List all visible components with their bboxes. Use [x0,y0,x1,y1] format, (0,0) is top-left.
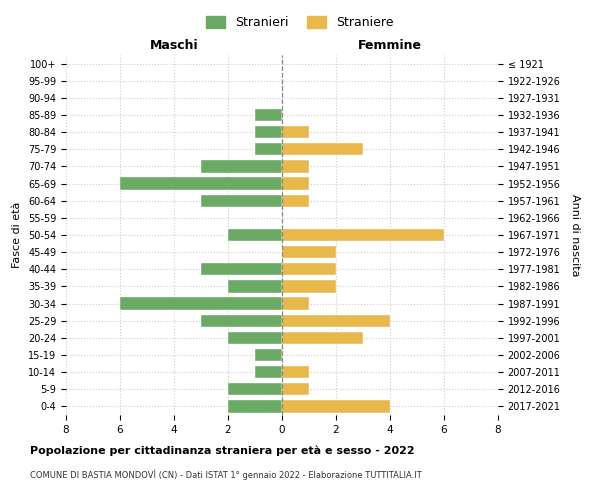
Bar [282,332,363,344]
Bar [255,143,282,156]
Bar [228,229,282,241]
Bar [282,178,309,190]
Bar [282,126,309,138]
Bar [282,160,309,172]
Bar [282,246,336,258]
Bar [201,263,282,276]
Bar [255,126,282,138]
Text: COMUNE DI BASTIA MONDOVÌ (CN) - Dati ISTAT 1° gennaio 2022 - Elaborazione TUTTIT: COMUNE DI BASTIA MONDOVÌ (CN) - Dati IST… [30,470,422,480]
Bar [282,366,309,378]
Bar [282,383,309,396]
Text: Femmine: Femmine [358,40,422,52]
Bar [201,314,282,327]
Bar [282,194,309,207]
Bar [228,400,282,412]
Bar [282,280,336,292]
Bar [282,229,444,241]
Legend: Stranieri, Straniere: Stranieri, Straniere [202,11,398,34]
Bar [282,298,309,310]
Y-axis label: Fasce di età: Fasce di età [13,202,22,268]
Bar [120,298,282,310]
Bar [255,366,282,378]
Bar [201,194,282,207]
Bar [282,400,390,412]
Bar [120,178,282,190]
Bar [282,143,363,156]
Bar [228,332,282,344]
Text: Popolazione per cittadinanza straniera per età e sesso - 2022: Popolazione per cittadinanza straniera p… [30,445,415,456]
Bar [282,314,390,327]
Bar [201,160,282,172]
Text: Maschi: Maschi [149,40,199,52]
Bar [255,109,282,121]
Bar [282,263,336,276]
Y-axis label: Anni di nascita: Anni di nascita [570,194,580,276]
Bar [255,349,282,361]
Bar [228,383,282,396]
Bar [228,280,282,292]
